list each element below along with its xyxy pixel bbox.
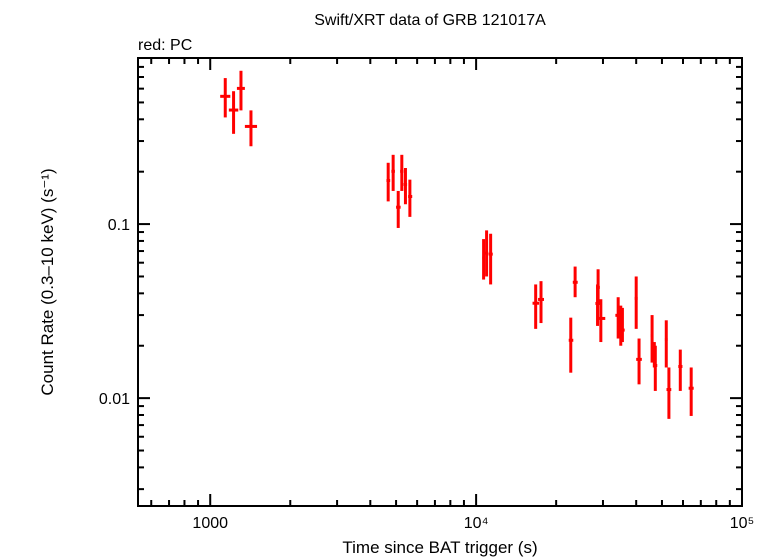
data-point	[688, 367, 694, 416]
data-point	[634, 276, 638, 329]
tick-labels: 1000 10⁴ 10⁵ 0.1 0.01	[99, 217, 754, 532]
data-point	[408, 179, 413, 217]
data-point	[244, 110, 258, 147]
x-tick-label: 1000	[192, 515, 228, 532]
data-point	[396, 190, 401, 228]
data-point	[620, 307, 625, 343]
data-point	[386, 162, 391, 202]
data-point	[650, 315, 654, 363]
data-point	[236, 70, 245, 111]
data-point	[636, 338, 642, 385]
data-point	[488, 233, 493, 285]
chart-title: Swift/XRT data of GRB 121017A	[314, 12, 546, 29]
x-tick-label: 10⁴	[464, 515, 489, 532]
data-point	[228, 91, 239, 134]
data-point	[532, 284, 540, 329]
data-point	[568, 317, 574, 373]
data-point	[572, 266, 578, 298]
data-point	[391, 154, 395, 191]
x-axis-label: Time since BAT trigger (s)	[342, 538, 537, 557]
x-tick-label: 10⁵	[730, 515, 754, 532]
axis-ticks	[138, 57, 743, 506]
y-tick-label: 0.1	[108, 217, 130, 234]
y-tick-label: 0.01	[99, 391, 130, 408]
data-point	[400, 154, 404, 191]
data-point	[596, 269, 600, 304]
data-point	[653, 345, 658, 391]
data-points	[220, 70, 694, 419]
data-point	[666, 367, 672, 419]
data-point	[220, 78, 231, 118]
data-point	[598, 299, 606, 343]
data-point	[538, 281, 544, 324]
data-point	[403, 168, 408, 205]
plot-frame	[137, 57, 743, 507]
data-point	[482, 239, 486, 280]
data-point	[678, 349, 683, 391]
chart-subtitle: red: PC	[138, 37, 192, 54]
data-point	[485, 230, 489, 277]
y-axis-label: Count Rate (0.3–10 keV) (s⁻¹)	[38, 168, 57, 395]
data-point	[664, 320, 668, 368]
